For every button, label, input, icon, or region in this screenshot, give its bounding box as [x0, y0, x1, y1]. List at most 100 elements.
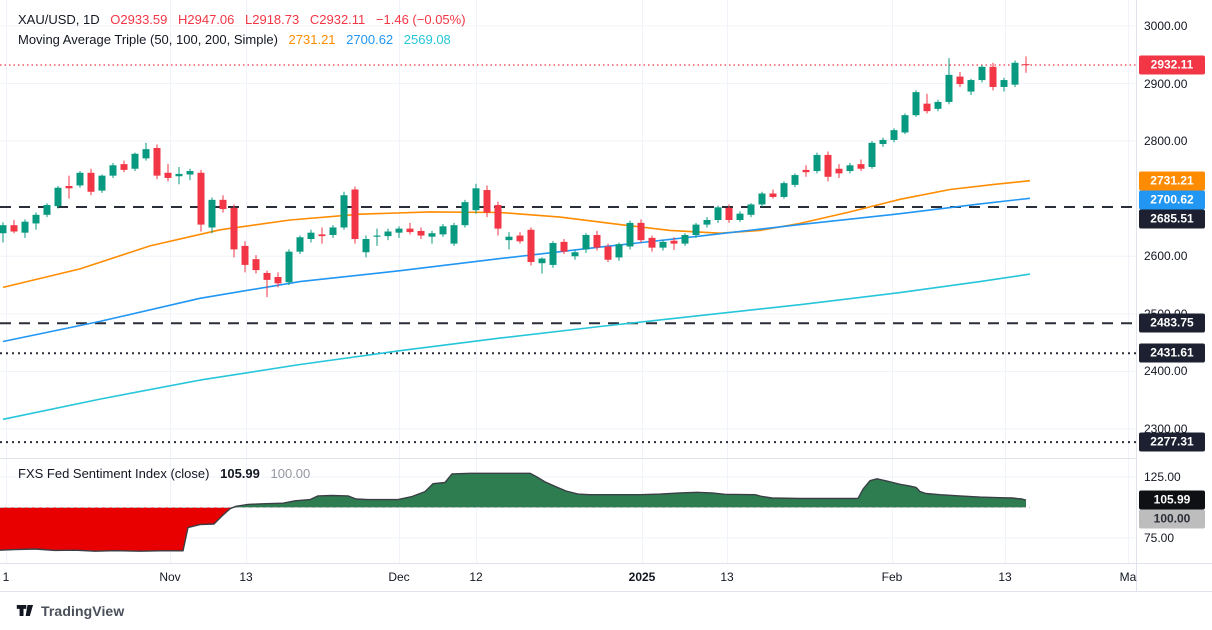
candle-body — [626, 222, 634, 247]
tradingview-brand-text[interactable]: TradingView — [41, 602, 125, 619]
candle-body — [956, 76, 964, 85]
sentiment-legend: FXS Fed Sentiment Index (close) 105.99 1… — [18, 466, 310, 481]
ma50-value: 2731.21 — [288, 32, 336, 47]
price-chart-canvas[interactable] — [0, 0, 1136, 563]
candle-body — [648, 237, 656, 248]
candle-body — [0, 225, 7, 234]
candle-body — [351, 189, 359, 239]
candle-body — [835, 168, 843, 174]
candle-body — [472, 188, 480, 211]
price-tick: 2300.00 — [1144, 422, 1188, 437]
candle-body — [384, 231, 392, 237]
candle-body — [736, 213, 744, 220]
tradingview-logo-icon[interactable] — [16, 602, 35, 619]
sentiment-tick: 75.00 — [1144, 531, 1175, 545]
axis-bottom-border — [0, 591, 1212, 592]
candle-body — [340, 195, 348, 228]
candle-body — [483, 190, 491, 213]
candle-body — [439, 226, 447, 235]
candle-body — [43, 205, 51, 215]
candle-body — [978, 66, 986, 81]
candle-body — [802, 169, 810, 173]
candle-body — [879, 139, 887, 144]
candle-body — [98, 175, 106, 191]
candle-body — [780, 183, 788, 197]
time-tick: 2025 — [628, 570, 656, 584]
candle-body — [395, 228, 403, 233]
time-tick: 13 — [239, 570, 253, 584]
time-tick: Ma — [1119, 570, 1137, 584]
ma200-line[interactable] — [2, 273, 1031, 421]
candle-body — [230, 207, 238, 250]
candle-body — [868, 142, 876, 168]
candle-body — [1000, 80, 1008, 87]
time-axis[interactable]: 1 Nov 13 Dec 12 2025 13 Feb 13 Ma — [0, 564, 1212, 591]
candle-body — [967, 80, 975, 92]
candle-body — [307, 232, 315, 239]
candle-body — [1011, 62, 1019, 85]
price-tick: 3000.00 — [1144, 18, 1188, 33]
candle-body — [813, 154, 821, 172]
ohlc-high: H2947.06 — [178, 12, 235, 27]
candle-body — [604, 246, 612, 260]
candle-body — [681, 234, 689, 244]
candle-body — [791, 175, 799, 185]
price-label-badge: 2483.75 — [1139, 313, 1205, 333]
candle-body — [659, 241, 667, 248]
sentiment-tick: 125.00 — [1144, 470, 1181, 484]
candle-body — [362, 238, 370, 253]
price-label-badge: 2685.51 — [1139, 209, 1205, 229]
price-tick: 2400.00 — [1144, 364, 1188, 379]
candle-body — [76, 172, 84, 186]
candle-body — [318, 234, 326, 237]
ma100-line[interactable] — [2, 197, 1031, 343]
candle-body — [197, 172, 205, 225]
candle-body — [274, 277, 282, 284]
price-label-badge: 105.99 — [1139, 490, 1205, 510]
ma-indicator-title[interactable]: Moving Average Triple (50, 100, 200, Sim… — [18, 32, 278, 47]
candle-body — [494, 205, 502, 229]
candle-body — [263, 272, 271, 280]
candle-body — [153, 148, 161, 176]
ma50-line[interactable] — [2, 179, 1031, 289]
time-tick: 13 — [720, 570, 734, 584]
candle-body — [890, 130, 898, 140]
candle-body — [428, 233, 436, 237]
candle-body — [65, 186, 73, 189]
price-tick: 2600.00 — [1144, 249, 1188, 264]
candle-body — [593, 234, 601, 248]
sentiment-line[interactable] — [0, 472, 1027, 552]
price-label-badge: 2700.62 — [1139, 190, 1205, 210]
candle-body — [846, 165, 854, 172]
candle-body — [329, 227, 337, 235]
candle-body — [670, 240, 678, 244]
time-tick: 13 — [998, 570, 1012, 584]
ohlc-open: O2933.59 — [110, 12, 168, 27]
candle-body — [747, 204, 755, 215]
candle-body — [615, 244, 623, 258]
candle-body — [219, 199, 227, 210]
candle-body — [560, 241, 568, 252]
price-axis[interactable]: 3000.002900.002800.002600.002500.002400.… — [1137, 0, 1212, 592]
candle-body — [912, 92, 920, 116]
time-tick: Nov — [159, 570, 181, 584]
candle-body — [725, 207, 733, 220]
sentiment-indicator-title[interactable]: FXS Fed Sentiment Index (close) — [18, 466, 210, 481]
sentiment-value: 105.99 — [220, 466, 260, 481]
candle-body — [186, 171, 194, 175]
price-label-badge: 2431.61 — [1139, 343, 1205, 363]
candle-body — [824, 154, 832, 177]
candle-body — [131, 153, 139, 169]
candle-body — [516, 235, 524, 242]
candle-body — [450, 225, 458, 244]
ma200-value: 2569.08 — [403, 32, 451, 47]
time-tick: 12 — [469, 570, 483, 584]
candle-body — [142, 149, 150, 159]
candle-body — [857, 164, 865, 169]
candle-body — [208, 199, 216, 228]
candle-body — [252, 259, 260, 271]
symbol-title[interactable]: XAU/USD, 1D — [18, 12, 100, 27]
candle-body — [934, 101, 942, 109]
candle-body — [32, 214, 40, 224]
ma100-value: 2700.62 — [346, 32, 394, 47]
